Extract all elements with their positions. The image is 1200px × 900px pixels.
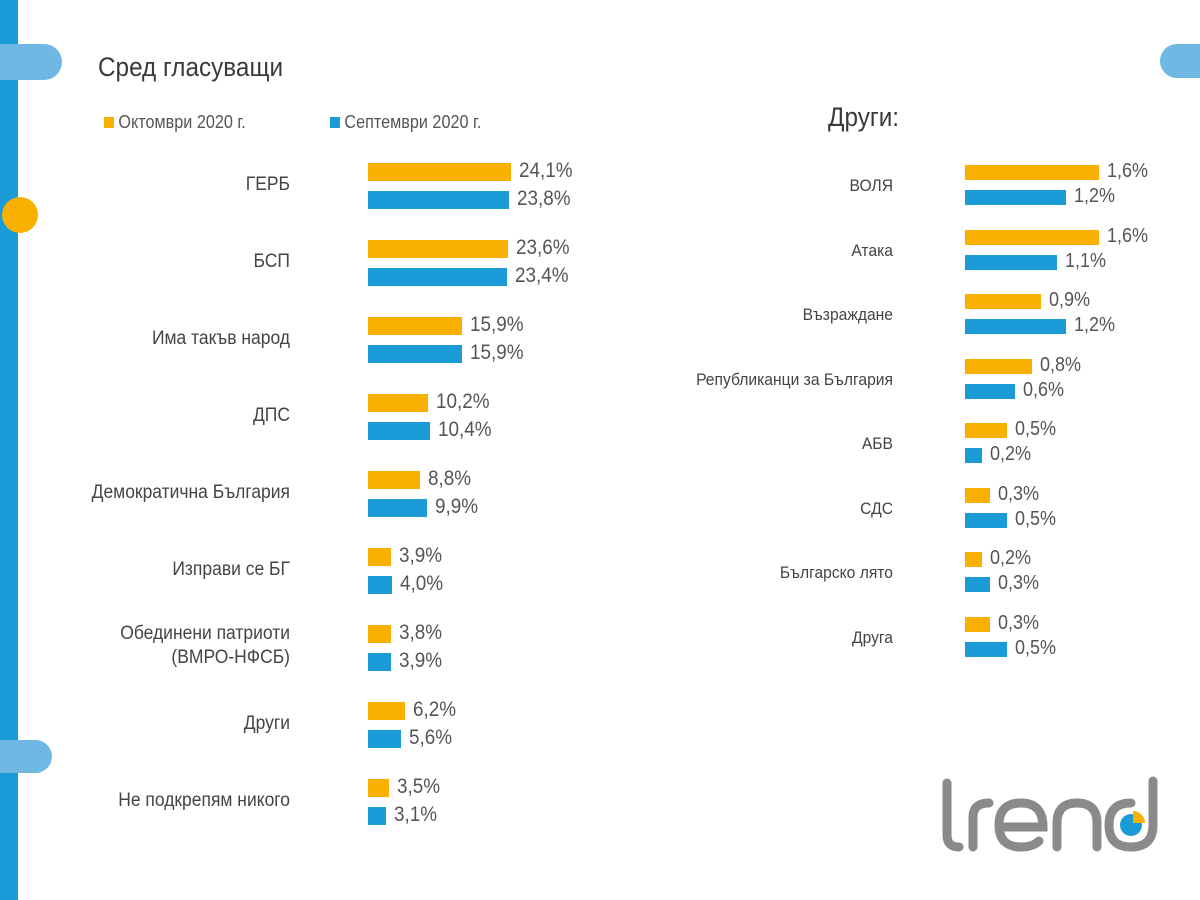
bar-september xyxy=(965,448,982,463)
bar-october xyxy=(368,394,429,412)
bar-september xyxy=(965,190,1066,205)
value-label: 0,3% xyxy=(998,611,1040,634)
value-label: 10,2% xyxy=(436,389,491,413)
bar-october xyxy=(965,294,1041,309)
category-label: БСП xyxy=(253,251,290,272)
value-label: 0,3% xyxy=(998,572,1040,595)
legend-label-september: Септември 2020 г. xyxy=(344,112,482,132)
value-label: 0,5% xyxy=(1015,507,1057,530)
value-label: 0,2% xyxy=(989,547,1031,570)
legend-item-october: Октомври 2020 г. xyxy=(104,112,246,133)
bar-october xyxy=(965,229,1100,245)
bar-september xyxy=(368,576,392,594)
bar-september xyxy=(965,254,1058,270)
bar-october xyxy=(965,358,1033,374)
category-label: Не подкрепям никого xyxy=(118,790,290,811)
bar-september xyxy=(368,499,427,517)
value-label: 6,2% xyxy=(412,697,456,721)
bar-september xyxy=(965,577,991,592)
bar-september xyxy=(368,345,463,363)
bar-october xyxy=(368,471,421,489)
bar-september xyxy=(368,653,392,671)
value-label: 10,4% xyxy=(437,417,492,441)
value-label: 15,9% xyxy=(470,340,524,364)
value-label: 23,8% xyxy=(517,186,571,210)
bar-september xyxy=(965,383,1016,399)
category-label: ГЕРБ xyxy=(245,174,290,195)
value-label: 4,0% xyxy=(399,571,443,595)
category-label: Изправи се БГ xyxy=(172,559,290,580)
bar-october xyxy=(965,423,1007,438)
trend-logo xyxy=(942,776,1158,852)
value-label: 0,5% xyxy=(1015,418,1057,441)
category-label: СДС xyxy=(860,498,893,518)
bar-october xyxy=(368,240,508,258)
legend-label-october: Октомври 2020 г. xyxy=(118,112,246,132)
bar-september xyxy=(368,268,507,286)
value-label: 1,6% xyxy=(1107,160,1149,183)
value-label: 0,8% xyxy=(1040,353,1082,376)
value-label: 3,9% xyxy=(399,648,443,672)
value-label: 3,9% xyxy=(399,543,443,567)
bar-october xyxy=(368,702,405,720)
category-label: Републиканци за България xyxy=(696,369,893,389)
decor-pill-bottom-left xyxy=(0,740,52,773)
value-label: 1,1% xyxy=(1065,249,1107,272)
category-label: ВОЛЯ xyxy=(849,176,893,195)
value-label: 8,8% xyxy=(428,466,472,490)
value-label: 9,9% xyxy=(434,494,478,518)
bar-october xyxy=(368,625,391,643)
legend-swatch-september xyxy=(330,117,340,128)
chart-title-right: Други: xyxy=(828,102,900,132)
value-label: 24,1% xyxy=(518,158,573,182)
value-label: 3,8% xyxy=(398,620,442,644)
legend-item-september: Септември 2020 г. xyxy=(330,112,481,133)
value-label: 23,4% xyxy=(514,263,569,287)
value-label: 5,6% xyxy=(409,725,453,749)
category-label: Има такъв народ xyxy=(151,328,290,349)
bar-september xyxy=(368,422,430,440)
value-label: 0,9% xyxy=(1048,289,1090,312)
value-label: 0,3% xyxy=(998,482,1040,505)
bar-october xyxy=(368,548,392,566)
value-label: 0,5% xyxy=(1015,636,1057,659)
bar-september xyxy=(368,191,510,209)
category-label: Възраждане xyxy=(802,305,893,324)
bar-september xyxy=(965,319,1066,334)
bar-september xyxy=(368,730,402,748)
bar-october xyxy=(965,487,991,503)
decor-pill-top-right xyxy=(1160,44,1200,78)
bar-september xyxy=(368,807,387,825)
category-label: Други xyxy=(243,713,290,734)
category-label: АБВ xyxy=(861,434,893,453)
bar-october xyxy=(368,779,389,797)
category-label: Обединени патриоти (ВМРО-НФСБ) xyxy=(120,623,290,668)
bar-october xyxy=(965,616,991,632)
decor-pill-top-left xyxy=(0,44,62,80)
bar-september xyxy=(965,512,1007,528)
decor-orange-dot xyxy=(2,197,38,233)
bar-october xyxy=(368,317,463,335)
value-label: 1,6% xyxy=(1107,224,1149,247)
value-label: 23,6% xyxy=(515,235,570,259)
chart-title-left: Сред гласуващи xyxy=(98,52,284,82)
bar-september xyxy=(965,641,1007,657)
value-label: 1,2% xyxy=(1073,185,1115,208)
value-label: 3,5% xyxy=(396,774,440,798)
value-label: 0,2% xyxy=(989,443,1031,466)
value-label: 0,6% xyxy=(1023,378,1065,401)
legend-swatch-october xyxy=(104,117,114,128)
category-label: Атака xyxy=(851,240,893,260)
category-label: Друга xyxy=(852,627,893,647)
category-label: Българско лято xyxy=(779,563,893,582)
bar-october xyxy=(368,163,511,181)
category-label: ДПС xyxy=(252,405,290,426)
value-label: 3,1% xyxy=(394,802,438,826)
value-label: 1,2% xyxy=(1073,314,1115,337)
bar-october xyxy=(965,552,982,567)
category-label: Демократична България xyxy=(91,482,290,503)
value-label: 15,9% xyxy=(470,312,524,336)
bar-october xyxy=(965,165,1100,180)
